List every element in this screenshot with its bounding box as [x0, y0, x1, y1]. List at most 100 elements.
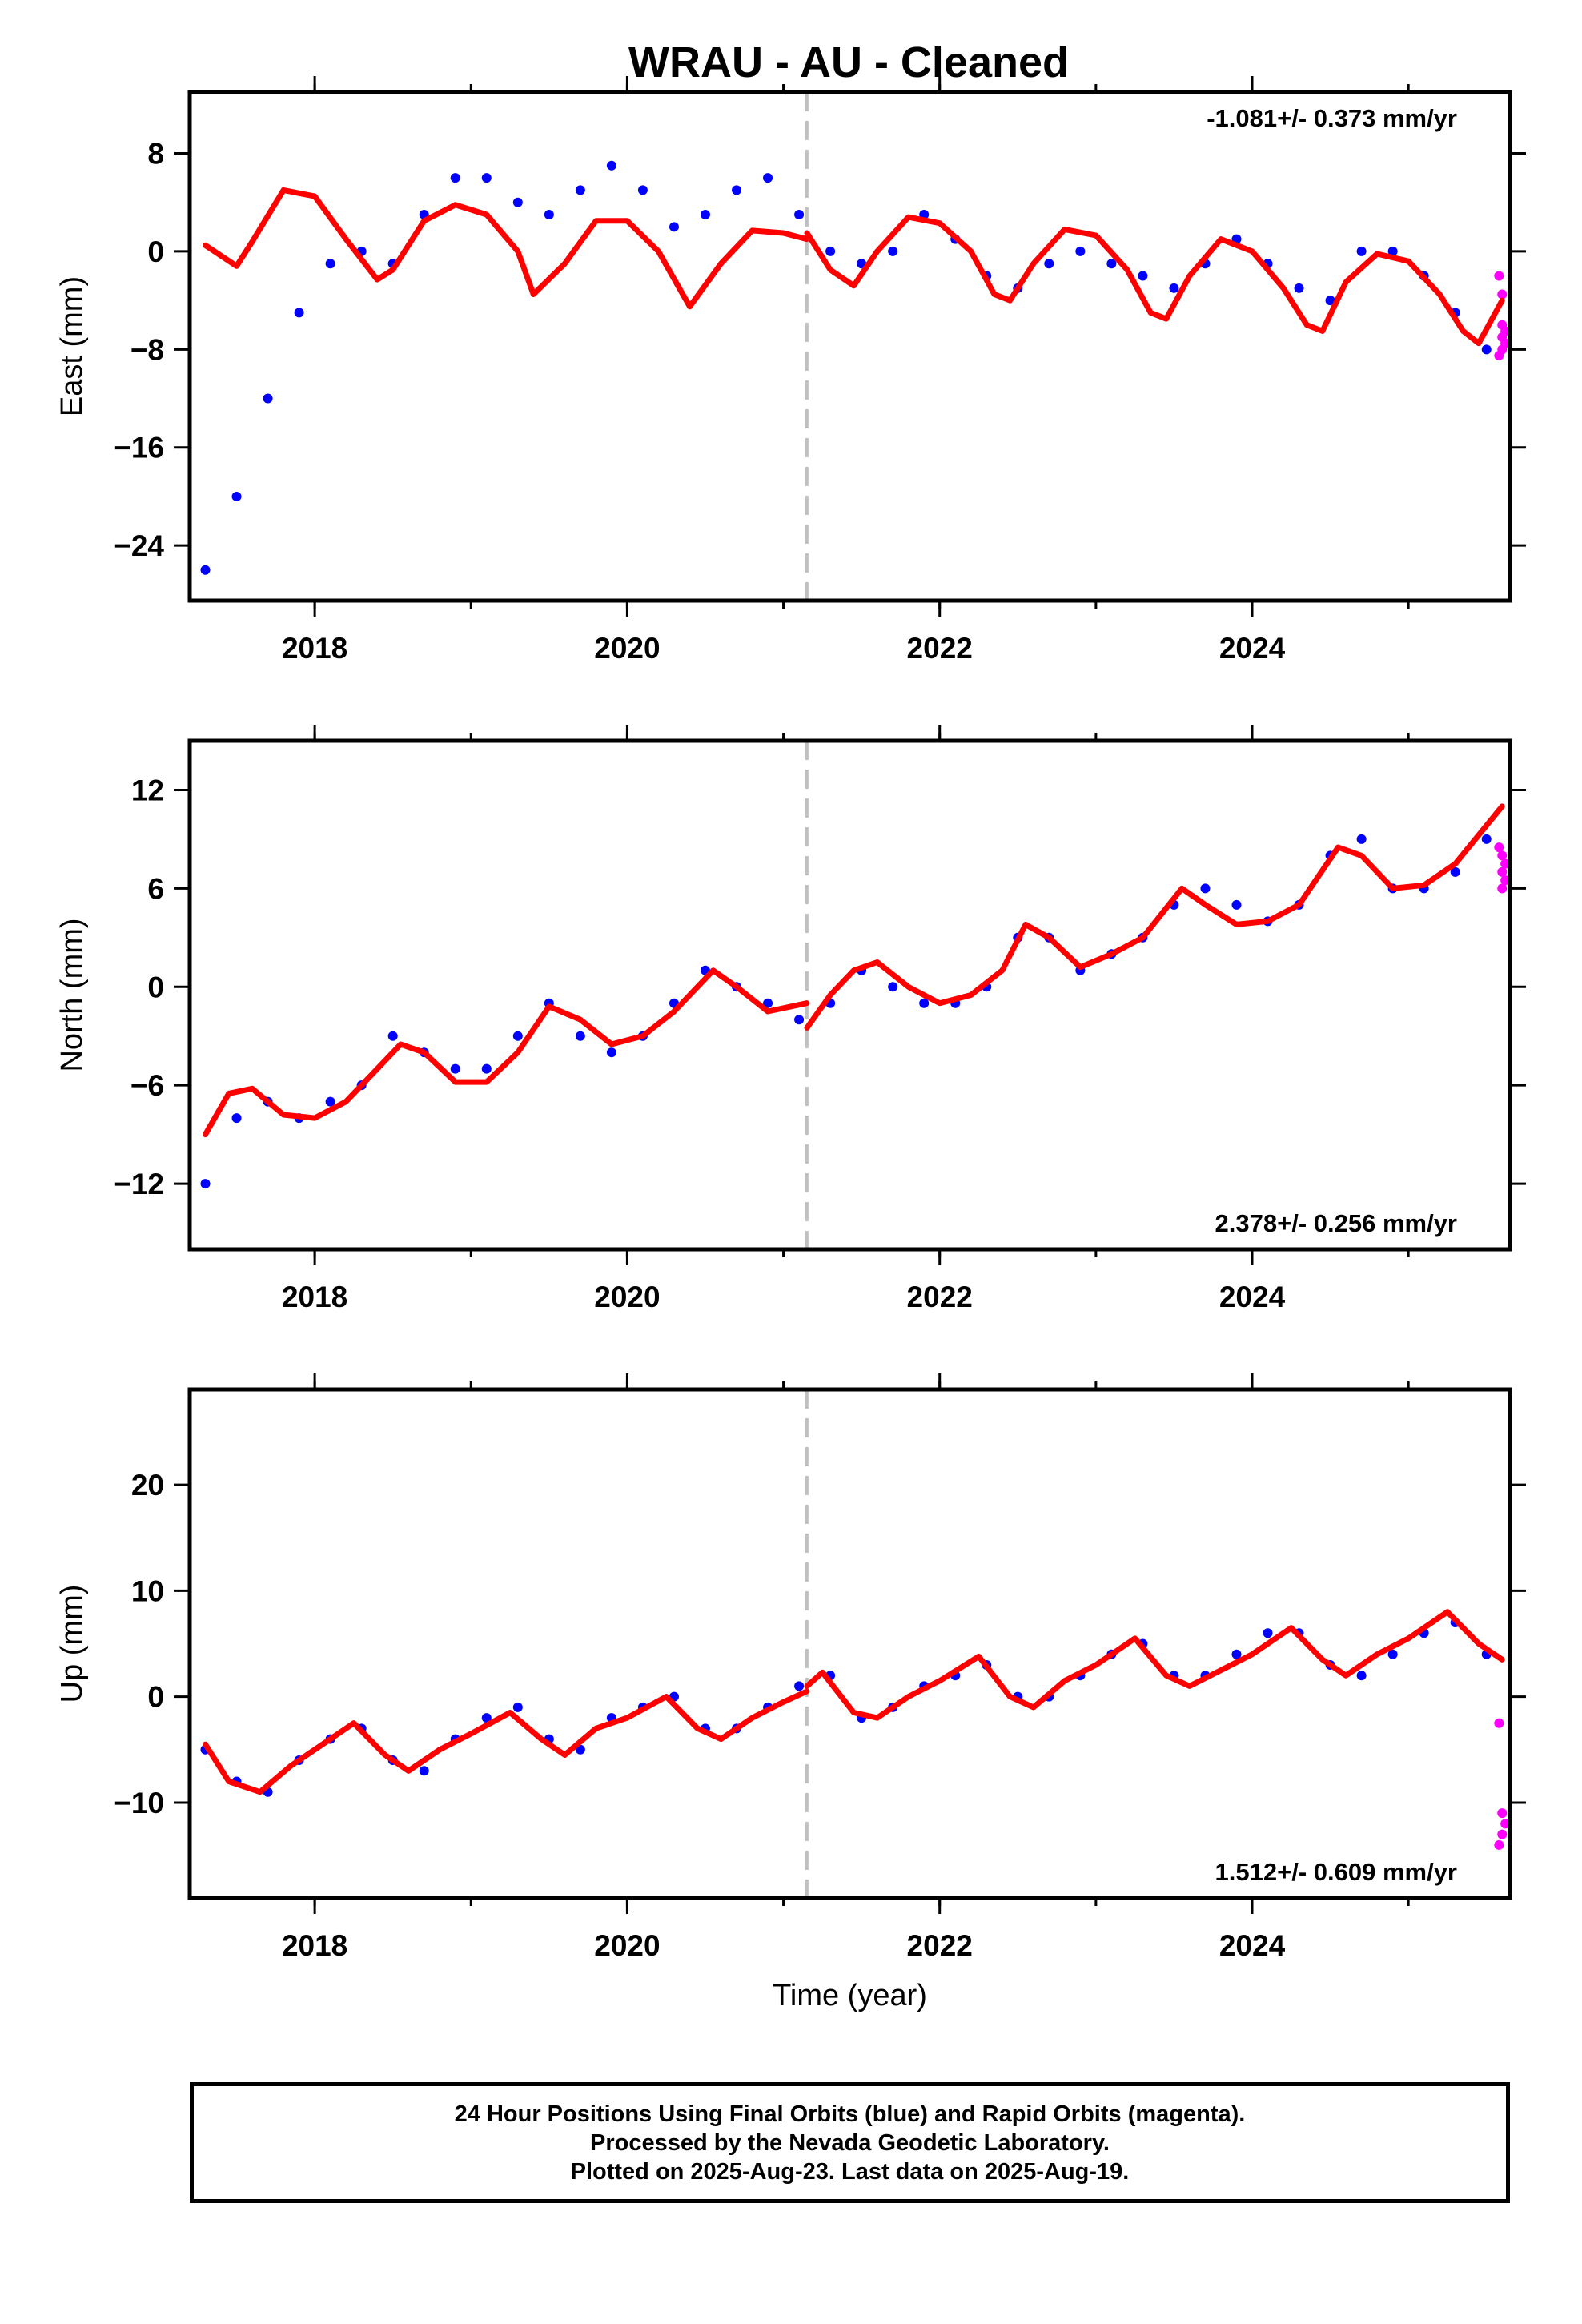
final-orbit-point: [200, 565, 211, 575]
x-tick-label: 2024: [1219, 632, 1286, 665]
y-axis-label: East (mm): [55, 276, 89, 416]
panel-frame: [187, 1387, 1512, 1900]
rate-label: -1.081+/- 0.373 mm/yr: [1207, 104, 1457, 132]
final-orbit-point: [763, 173, 773, 183]
model-line-segment-2: [804, 1609, 1505, 1721]
rate-label: 2.378+/- 0.256 mm/yr: [1215, 1209, 1457, 1237]
rapid-orbit-point: [1500, 1819, 1510, 1829]
final-orbit-point: [294, 308, 304, 318]
final-orbit-point: [387, 1031, 398, 1041]
final-orbit-point: [450, 173, 460, 183]
rapid-orbit-point: [1497, 1829, 1508, 1839]
final-orbit-point: [325, 259, 335, 269]
y-tick-label: −10: [114, 1787, 164, 1819]
final-orbit-point: [481, 173, 492, 183]
final-orbit-point: [450, 1063, 460, 1074]
x-tick-label: 2020: [594, 1281, 660, 1313]
y-tick-label: −8: [130, 333, 164, 366]
final-orbit-point: [575, 185, 585, 195]
final-orbit-point: [1044, 259, 1054, 269]
final-orbit-point: [1356, 834, 1367, 844]
rapid-orbit-point: [1497, 883, 1508, 894]
y-tick-label: 10: [131, 1574, 164, 1607]
final-orbit-point: [231, 491, 242, 501]
final-orbit-point: [1356, 246, 1367, 256]
final-orbit-point: [231, 1113, 242, 1124]
y-axis-label: Up (mm): [55, 1585, 89, 1703]
y-tick-label: −16: [114, 432, 164, 464]
y-tick-label: 0: [147, 1681, 164, 1714]
y-tick-label: −6: [130, 1069, 164, 1102]
y-tick-label: 6: [147, 872, 164, 905]
y-tick-label: −24: [114, 529, 164, 562]
x-tick-label: 2024: [1219, 1929, 1286, 1962]
final-orbit-point: [1169, 283, 1179, 293]
y-tick-label: 0: [147, 235, 164, 268]
final-orbit-point: [700, 210, 710, 220]
final-orbit-point: [200, 1179, 211, 1189]
final-orbit-point: [544, 210, 554, 220]
final-orbit-point: [481, 1713, 492, 1723]
rapid-orbit-point: [1497, 850, 1508, 861]
chart-title: WRAU - AU - Cleaned: [628, 38, 1069, 86]
final-orbit-point: [1294, 283, 1304, 293]
final-orbit-point: [1075, 246, 1086, 256]
final-orbit-point: [794, 210, 805, 220]
panel-frame: [187, 90, 1512, 603]
footer-line-1: 24 Hour Positions Using Final Orbits (bl…: [454, 2101, 1246, 2127]
final-orbit-point: [325, 1096, 335, 1107]
model-line-segment-2: [804, 803, 1505, 1031]
rapid-orbit-point: [1494, 1718, 1504, 1728]
x-tick-label: 2020: [594, 1929, 660, 1962]
rapid-orbit-point: [1497, 289, 1508, 300]
final-orbit-point: [1481, 834, 1492, 844]
footer-line-3: Plotted on 2025-Aug-23. Last data on 202…: [570, 2158, 1130, 2185]
final-orbit-point: [763, 998, 773, 1008]
final-orbit-point: [794, 1015, 805, 1025]
rapid-orbit-point: [1497, 866, 1508, 877]
rate-label: 1.512+/- 0.609 mm/yr: [1215, 1858, 1457, 1886]
final-orbit-point: [606, 1047, 616, 1058]
final-orbit-point: [1325, 296, 1335, 306]
model-line-segment-2: [804, 214, 1505, 347]
final-orbit-point: [512, 1031, 523, 1041]
final-orbit-point: [419, 1766, 429, 1776]
final-orbit-point: [1106, 259, 1117, 269]
final-orbit-point: [512, 197, 523, 207]
final-orbit-point: [888, 246, 898, 256]
model-line-segment-1: [203, 1688, 810, 1795]
final-orbit-point: [1481, 344, 1492, 355]
x-tick-label: 2018: [282, 632, 347, 665]
final-orbit-point: [1450, 866, 1460, 877]
x-tick-label: 2018: [282, 1929, 347, 1962]
final-orbit-point: [1231, 899, 1242, 910]
final-orbit-point: [919, 998, 930, 1008]
y-tick-label: 0: [147, 971, 164, 1003]
rapid-orbit-point: [1494, 350, 1504, 360]
rapid-orbit-point: [1500, 858, 1510, 869]
final-orbit-point: [1231, 1649, 1242, 1659]
final-orbit-point: [1138, 271, 1148, 281]
final-orbit-point: [263, 393, 273, 404]
model-line-segment-1: [203, 967, 810, 1138]
final-orbit-point: [575, 1031, 585, 1041]
rapid-orbit-point: [1494, 842, 1504, 853]
rapid-orbit-point: [1497, 1808, 1508, 1819]
x-tick-label: 2024: [1219, 1281, 1286, 1313]
x-tick-label: 2022: [907, 632, 973, 665]
final-orbit-point: [825, 246, 836, 256]
panel-2: 2018 2020 2022 2024 12 6 0 −6 −12 North (mm) 2.378…: [55, 725, 1526, 1313]
final-orbit-point: [1387, 1649, 1398, 1659]
final-orbit-point: [794, 1681, 805, 1691]
y-axis-label: North (mm): [55, 918, 89, 1072]
y-tick-label: 20: [131, 1469, 164, 1502]
final-orbit-point: [637, 185, 648, 195]
final-orbit-point: [1200, 883, 1211, 894]
rapid-orbit-point: [1494, 1839, 1504, 1850]
rapid-orbit-point: [1500, 875, 1510, 886]
final-orbit-point: [888, 982, 898, 992]
model-line-segment-1: [203, 187, 810, 310]
x-tick-label: 2022: [907, 1929, 973, 1962]
x-tick-label: 2022: [907, 1281, 973, 1313]
final-orbit-point: [606, 160, 616, 171]
